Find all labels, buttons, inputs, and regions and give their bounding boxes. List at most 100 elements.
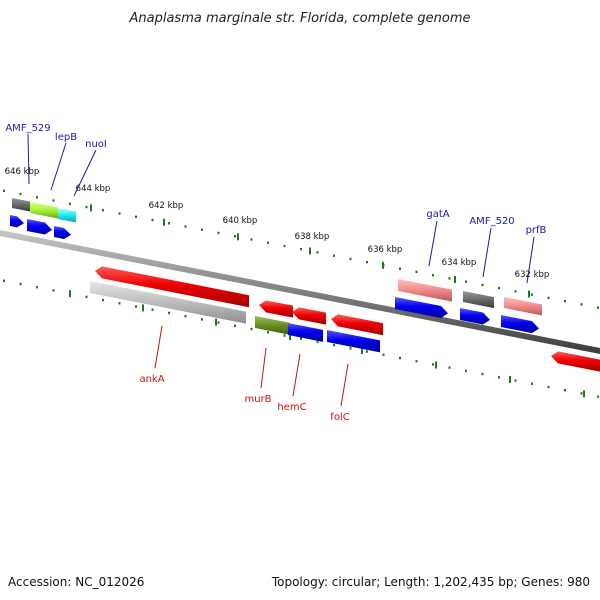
undefined-minor-tick: [251, 238, 253, 240]
undefined-minor-tick: [515, 379, 517, 381]
undefined-minor-tick: [350, 258, 352, 260]
undefined-minor-tick: [185, 315, 187, 317]
label-leader-line: [429, 221, 437, 266]
label-leader-line: [483, 228, 491, 277]
undefined-minor-tick: [416, 271, 418, 273]
undefined-minor-tick: [69, 203, 71, 205]
undefined-minor-tick: [267, 331, 269, 333]
tick-label: 640 kbp: [223, 216, 258, 226]
gene-gata[interactable]: [398, 279, 452, 302]
undefined-minor-tick: [383, 354, 385, 356]
undefined-minor-tick: [416, 360, 418, 362]
gene-label-prfb[interactable]: prfB: [526, 225, 547, 236]
gene-label-murb[interactable]: murB: [244, 394, 271, 405]
undefined-minor-tick: [20, 283, 22, 285]
gene-nuoi[interactable]: [58, 208, 76, 223]
undefined-minor-tick: [333, 344, 335, 346]
undefined-minor-tick: [135, 305, 137, 307]
gene-label-lepb[interactable]: lepB: [55, 132, 77, 143]
undefined-minor-tick: [168, 312, 170, 314]
gene-amf-529[interactable]: [12, 198, 30, 212]
undefined-minor-tick: [284, 245, 286, 247]
gene-murb[interactable]: [255, 316, 289, 335]
tick-label: 644 kbp: [76, 184, 111, 194]
gene-forward-3[interactable]: [54, 226, 71, 239]
gene-label-folc[interactable]: folC: [330, 412, 349, 423]
undefined-minor-tick: [300, 337, 302, 339]
undefined-minor-tick: [119, 302, 121, 304]
undefined-minor-tick: [201, 229, 203, 231]
undefined-minor-tick: [102, 209, 104, 211]
undefined-minor-tick: [152, 219, 154, 221]
undefined-minor-tick: [581, 392, 583, 394]
undefined-minor-tick: [432, 363, 434, 365]
gene-label-anka[interactable]: ankA: [139, 374, 164, 385]
undefined-minor-tick: [36, 286, 38, 288]
undefined-minor-tick: [168, 222, 170, 224]
gene-forward-1[interactable]: [10, 215, 24, 227]
label-leader-line: [341, 364, 348, 406]
undefined-minor-tick: [581, 303, 583, 305]
undefined-minor-tick: [152, 309, 154, 311]
undefined-minor-tick: [300, 248, 302, 250]
undefined-minor-tick: [531, 383, 533, 385]
tick-label: 632 kbp: [515, 270, 550, 280]
undefined-minor-tick: [234, 325, 236, 327]
undefined-minor-tick: [53, 199, 55, 201]
gene-folc[interactable]: [327, 330, 380, 352]
undefined-minor-tick: [86, 296, 88, 298]
tick-labels: 646 kbp 644 kbp 642 kbp 640 kbp 638 kbp 636 k…: [5, 167, 550, 280]
undefined-minor-tick: [20, 193, 22, 195]
forward-gene-labels: AMF_529 lepB nuoI gatA AMF_520 prfB: [5, 123, 546, 236]
undefined-minor-tick: [498, 287, 500, 289]
undefined-minor-tick: [482, 373, 484, 375]
gene-label-amf-529[interactable]: AMF_529: [5, 123, 50, 134]
undefined-minor-tick: [3, 190, 5, 192]
undefined-minor-tick: [284, 334, 286, 336]
undefined-minor-tick: [498, 376, 500, 378]
gene-label-hemc[interactable]: hemC: [277, 402, 306, 413]
undefined-minor-tick: [350, 347, 352, 349]
undefined-minor-tick: [119, 212, 121, 214]
gene-reverse-3[interactable]: [292, 307, 326, 324]
accession-text: Accession: NC_012026: [8, 575, 144, 589]
undefined-minor-tick: [53, 289, 55, 291]
gene-label-amf-520[interactable]: AMF_520: [469, 216, 514, 227]
undefined-minor-tick: [482, 284, 484, 286]
undefined-minor-tick: [366, 350, 368, 352]
undefined-minor-tick: [597, 395, 599, 397]
tick-label: 634 kbp: [442, 258, 477, 268]
gene-reverse-4[interactable]: [331, 314, 383, 335]
undefined-minor-tick: [234, 235, 236, 237]
undefined-minor-tick: [399, 267, 401, 269]
undefined-minor-tick: [317, 341, 319, 343]
label-leader-line: [293, 354, 300, 396]
undefined-minor-tick: [218, 232, 220, 234]
gene-label-nuoi[interactable]: nuoI: [85, 139, 107, 150]
undefined-minor-tick: [515, 290, 517, 292]
gene-lepb[interactable]: [30, 202, 58, 219]
gene-prfb[interactable]: [504, 297, 542, 315]
map-title: Anaplasma marginale str. Florida, comple…: [129, 11, 471, 26]
tick-label: 646 kbp: [5, 167, 40, 177]
undefined-minor-tick: [432, 274, 434, 276]
undefined-minor-tick: [201, 318, 203, 320]
gene-reverse-5[interactable]: [551, 351, 600, 371]
gene-label-gata[interactable]: gatA: [426, 209, 449, 220]
undefined-minor-tick: [102, 299, 104, 301]
gene-reverse-2[interactable]: [259, 300, 293, 317]
gene-hemc[interactable]: [288, 323, 323, 342]
undefined-minor-tick: [465, 280, 467, 282]
gene-amf-520[interactable]: [463, 291, 494, 308]
undefined-minor-tick: [185, 225, 187, 227]
undefined-minor-tick: [3, 280, 5, 282]
undefined-minor-tick: [267, 242, 269, 244]
undefined-minor-tick: [564, 389, 566, 391]
undefined-minor-tick: [449, 277, 451, 279]
label-leader-line: [261, 348, 266, 388]
undefined-minor-tick: [218, 321, 220, 323]
gene-forward-2[interactable]: [27, 219, 52, 235]
tick-label: 642 kbp: [149, 201, 184, 211]
